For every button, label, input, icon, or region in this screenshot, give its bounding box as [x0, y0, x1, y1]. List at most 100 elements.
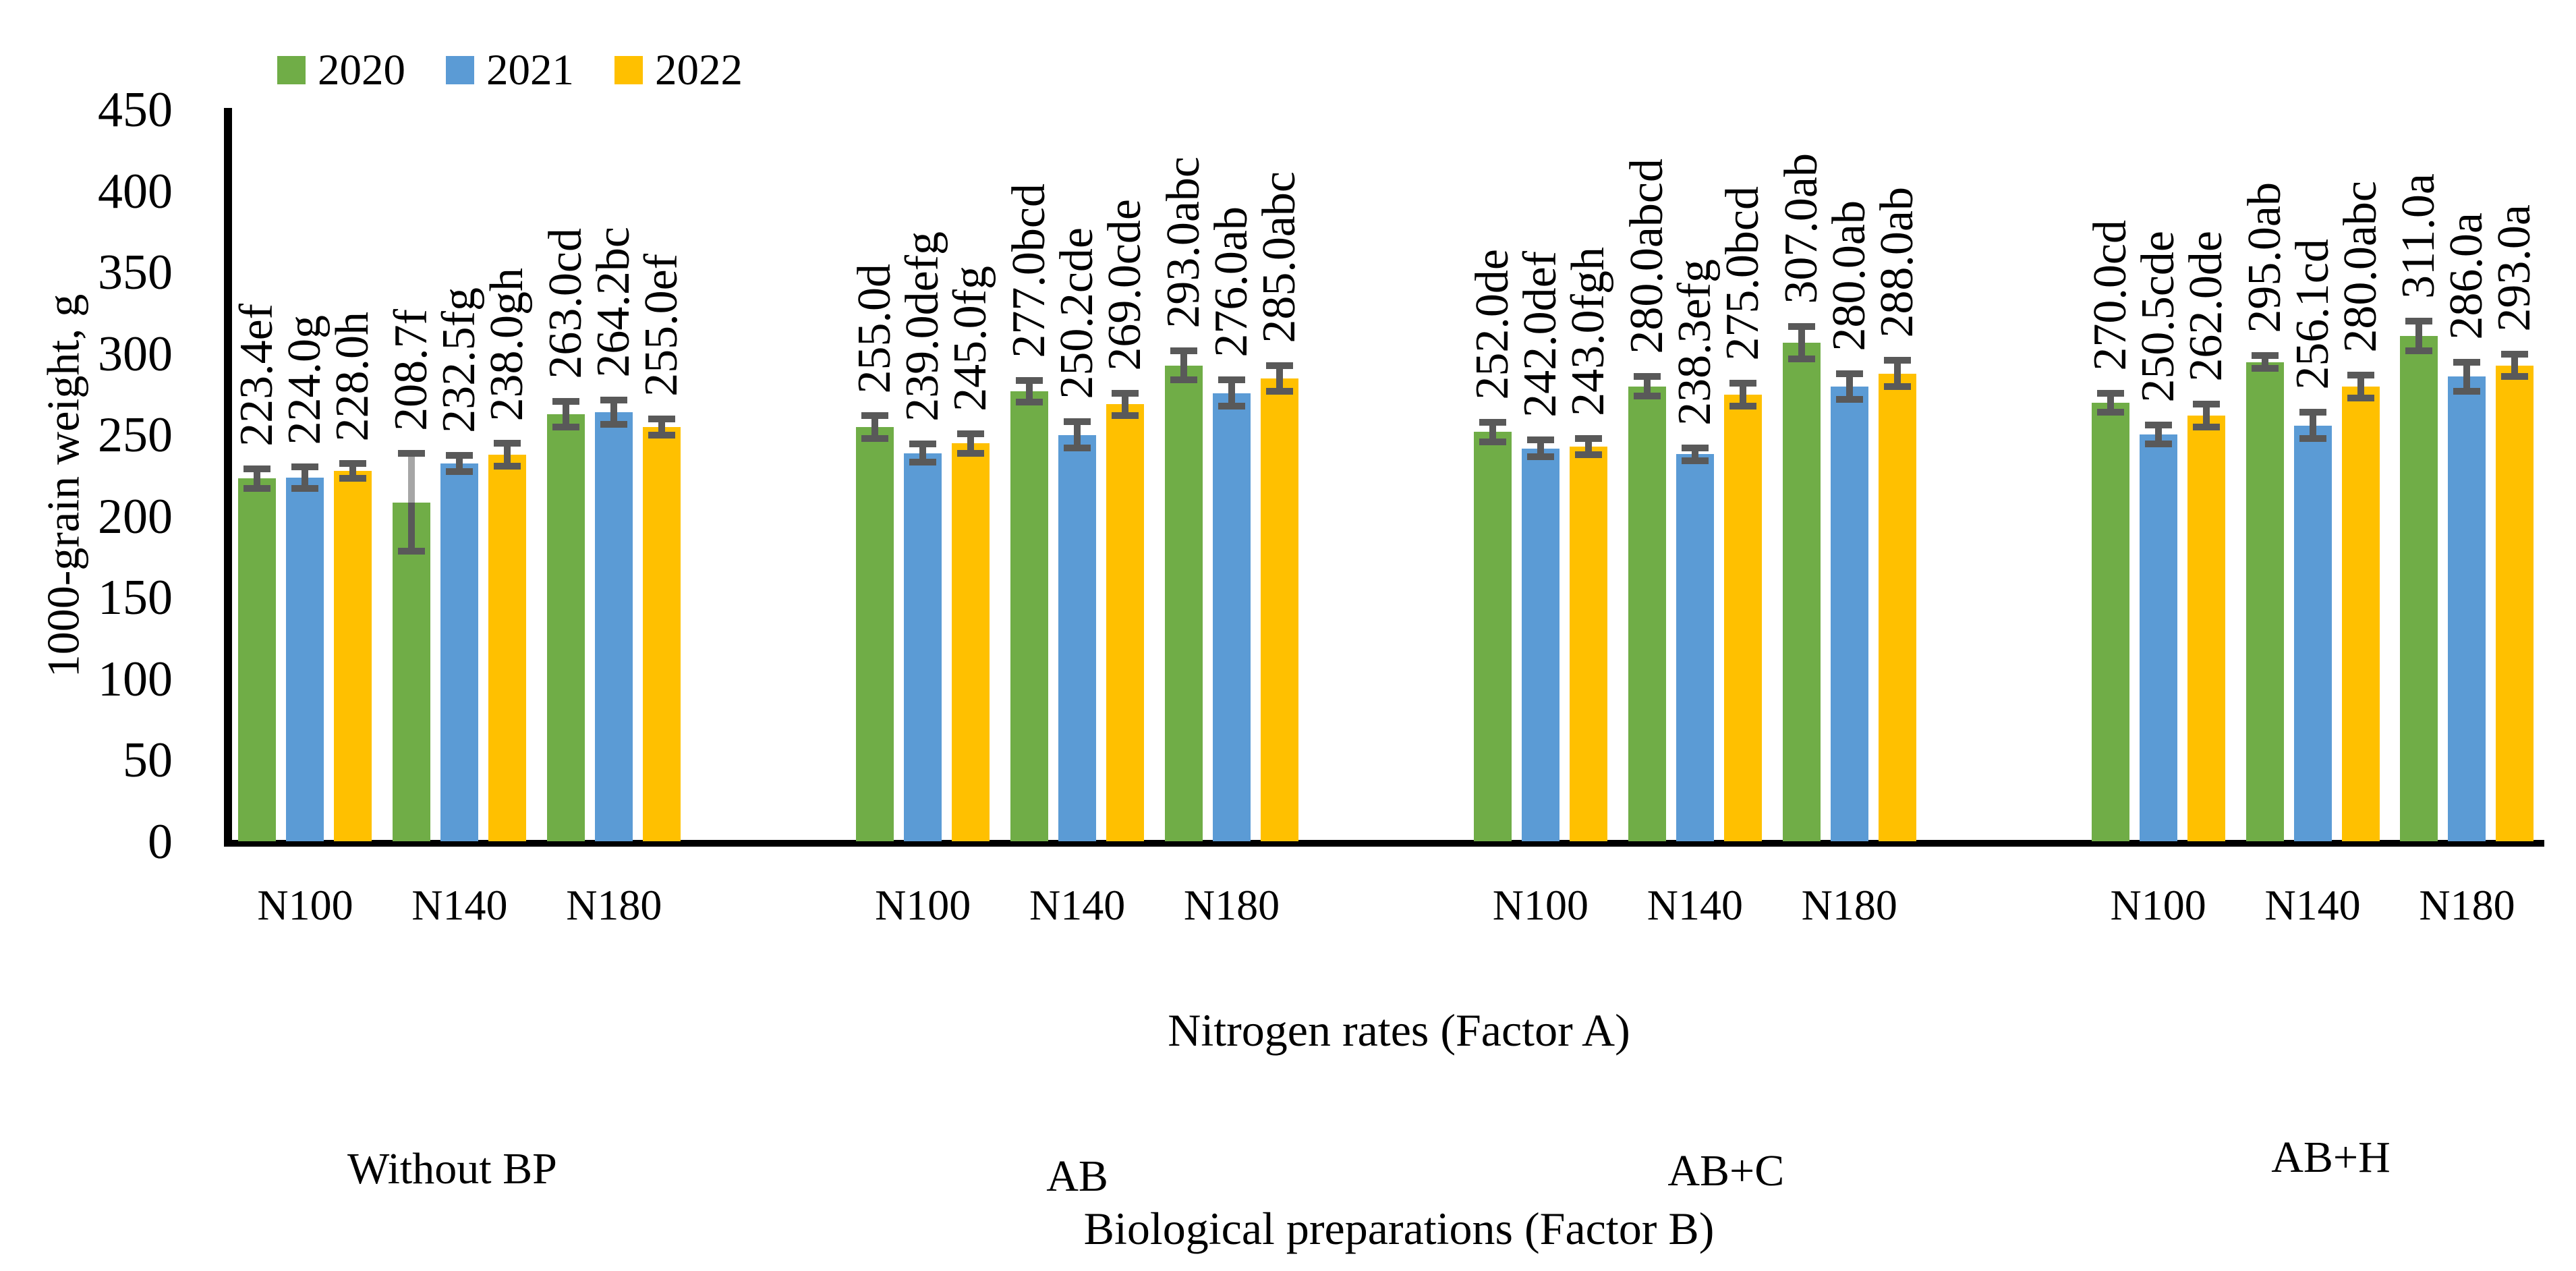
bar-2020: [2400, 336, 2438, 841]
error-bar-cap: [244, 485, 271, 492]
error-bar-cap: [1883, 357, 1911, 364]
bar-2020: [238, 478, 277, 841]
error-bar-stem: [1643, 376, 1651, 396]
error-bar-stem: [2202, 404, 2210, 427]
error-bar-cap: [2299, 435, 2326, 442]
error-bar-cap: [648, 416, 676, 422]
legend-item: 2022: [614, 47, 743, 93]
error-bar-stem: [1739, 383, 1746, 406]
error-bar-cap: [1479, 419, 1506, 426]
bar-data-label: 288.0ab: [1870, 187, 1923, 338]
bar-data-label: 280.0abcd: [1620, 159, 1673, 354]
error-bar-cap: [648, 432, 676, 439]
error-bar-cap: [291, 463, 319, 470]
error-bar-cap: [861, 435, 889, 442]
bar-2022: [1261, 378, 1299, 841]
bar-data-label: 270.0cd: [2084, 220, 2136, 371]
x-tick-label: N140: [1029, 881, 1126, 929]
error-bar-stem: [1691, 448, 1698, 461]
bar-data-label: 256.1cd: [2286, 239, 2339, 390]
error-bar-cap: [1681, 457, 1709, 464]
error-bar-cap: [2347, 372, 2374, 378]
bar-data-label: 286.0a: [2440, 213, 2493, 340]
error-bar-stem: [2415, 321, 2423, 351]
bar-2020: [1165, 366, 1203, 841]
bar-2020: [547, 414, 585, 841]
x-axis-title-factor-b: Biological preparations (Factor B): [1083, 1203, 1715, 1254]
bar-data-label: 228.0h: [326, 311, 379, 442]
legend-swatch-2022: [614, 56, 643, 84]
bar-data-label: 223.4ef: [231, 304, 283, 447]
error-bar-cap: [1170, 347, 1198, 354]
error-bar-cap: [1064, 418, 1091, 425]
error-bar-stem: [871, 416, 879, 439]
error-bar-stem: [1122, 393, 1129, 416]
error-bar-cap: [1787, 323, 1815, 330]
error-bar-stem: [1845, 374, 1853, 399]
legend-label: 2022: [655, 46, 743, 94]
bar-2020: [1628, 387, 1666, 841]
bar-2020: [1782, 343, 1821, 841]
error-bar-cap: [1574, 435, 1602, 442]
error-bar-cap: [1681, 445, 1709, 451]
bar-data-label: 277.0bcd: [1003, 183, 1056, 358]
error-bar-cap: [291, 485, 319, 492]
error-bar-stem: [1228, 380, 1236, 406]
error-bar-cap: [2192, 401, 2220, 407]
error-bar-cap: [2405, 318, 2433, 324]
error-bar-cap: [909, 459, 937, 465]
error-bar-stem: [1180, 351, 1188, 380]
bar-2021: [1830, 387, 1868, 841]
error-bar-cap: [1064, 445, 1091, 451]
error-bar-cap: [552, 398, 580, 405]
bar-data-label: 242.0def: [1514, 251, 1566, 418]
group-label: Without BP: [347, 1144, 557, 1193]
error-bar-stem: [1026, 380, 1033, 402]
error-bar-stem: [1798, 327, 1805, 359]
bar-2021: [2139, 434, 2177, 841]
legend: 2020 2021 2022: [0, 0, 2576, 94]
y-tick-label: 450: [98, 82, 173, 138]
bar-data-label: 252.0de: [1466, 249, 1518, 400]
error-bar-cap: [2096, 390, 2124, 397]
error-bar-cap: [244, 465, 271, 472]
group-label: AB: [1046, 1152, 1108, 1201]
error-bar-stem-upper: [408, 453, 416, 503]
error-bar-cap: [2096, 409, 2124, 416]
bar-2022: [1878, 374, 1916, 841]
bar-data-label: 269.0cde: [1099, 199, 1151, 371]
bar-data-label: 232.5fg: [433, 287, 486, 433]
error-bar-cap: [2144, 422, 2172, 428]
error-bar-cap: [1526, 453, 1554, 460]
bar-data-label: 239.0defg: [896, 231, 949, 422]
bar-2020: [1010, 391, 1049, 841]
error-bar-cap: [1835, 370, 1863, 377]
bar-2022: [1106, 404, 1145, 841]
x-tick-label: N140: [2264, 881, 2361, 929]
error-bar-stem: [1537, 440, 1544, 457]
bar-data-label: 280.0ab: [1823, 200, 1875, 351]
error-bar-cap: [2453, 388, 2481, 395]
x-tick-label: N100: [875, 881, 971, 929]
bar-data-label: 264.2bc: [588, 227, 640, 378]
x-tick-label: N180: [1801, 881, 1897, 929]
error-bar-cap: [1218, 376, 1246, 383]
bar-data-label: 262.0de: [2179, 231, 2232, 382]
error-bar-cap: [1729, 380, 1756, 387]
y-tick-label: 100: [98, 651, 173, 707]
bar-data-label: 250.5cde: [2131, 231, 2184, 403]
bar-data-label: 255.0ef: [635, 254, 688, 397]
error-bar-cap: [600, 397, 628, 403]
bar-data-label: 250.2cde: [1051, 227, 1104, 399]
error-bar-stem: [2357, 375, 2364, 398]
error-bar-cap: [1016, 399, 1043, 405]
error-bar-cap: [1633, 373, 1661, 380]
bar-data-label: 293.0abc: [1157, 157, 1210, 329]
legend-swatch-2021: [446, 56, 474, 84]
error-bar-cap: [1526, 436, 1554, 443]
error-bar-cap: [2453, 359, 2481, 366]
error-bar-stem: [2511, 354, 2519, 376]
x-tick-label: N140: [411, 881, 508, 929]
x-tick-label: N180: [2419, 881, 2515, 929]
